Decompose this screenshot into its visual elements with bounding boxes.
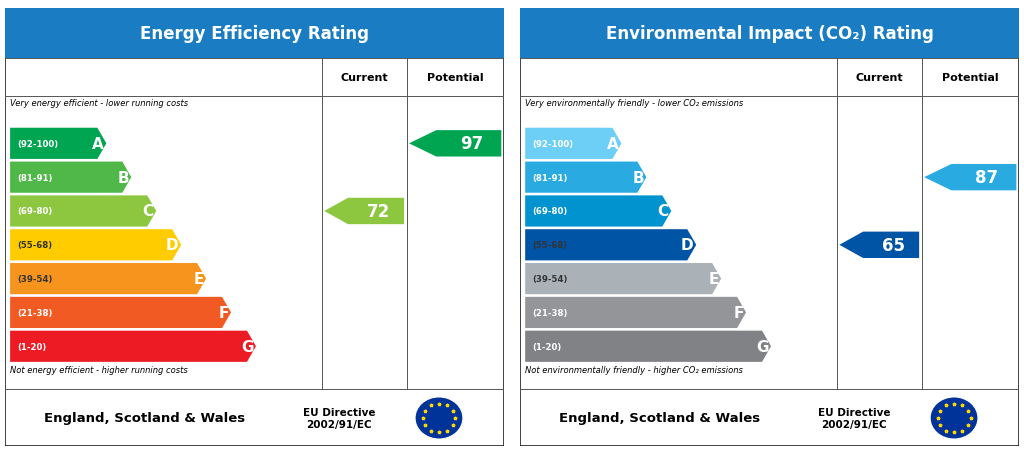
Text: Not environmentally friendly - higher CO₂ emissions: Not environmentally friendly - higher CO… [525,366,743,374]
Text: (55-68): (55-68) [532,241,567,250]
Polygon shape [409,131,502,157]
Text: 97: 97 [460,135,483,153]
Text: England, Scotland & Wales: England, Scotland & Wales [44,412,246,424]
Text: (81-91): (81-91) [532,173,568,182]
Polygon shape [525,129,622,160]
Polygon shape [325,198,404,225]
Polygon shape [10,196,157,227]
Text: Environmental Impact (CO₂) Rating: Environmental Impact (CO₂) Rating [605,25,934,43]
Text: B: B [117,170,129,185]
Text: G: G [241,339,254,354]
Bar [520,9,1019,60]
Polygon shape [10,297,231,328]
Text: EU Directive
2002/91/EC: EU Directive 2002/91/EC [818,407,891,429]
Text: Very energy efficient - lower running costs: Very energy efficient - lower running co… [10,99,188,108]
Polygon shape [525,196,672,227]
Text: G: G [756,339,769,354]
Text: (81-91): (81-91) [17,173,53,182]
Text: C: C [657,204,669,219]
Text: (1-20): (1-20) [532,342,562,351]
Text: B: B [632,170,644,185]
Text: (92-100): (92-100) [17,139,58,148]
Text: (21-38): (21-38) [17,308,53,317]
Text: 72: 72 [367,202,390,221]
Text: (39-54): (39-54) [532,275,568,284]
Text: Current: Current [855,73,903,83]
Text: D: D [681,238,693,253]
Text: (21-38): (21-38) [532,308,568,317]
Text: D: D [166,238,178,253]
Polygon shape [525,331,771,362]
Text: (69-80): (69-80) [17,207,53,216]
Text: Energy Efficiency Rating: Energy Efficiency Rating [140,25,369,43]
Circle shape [415,397,463,439]
Text: A: A [92,137,103,152]
Polygon shape [10,230,181,261]
Polygon shape [525,230,696,261]
Polygon shape [10,129,106,160]
Bar [5,9,504,60]
Text: 87: 87 [975,169,998,187]
Polygon shape [525,263,721,295]
Text: (92-100): (92-100) [532,139,573,148]
Text: (55-68): (55-68) [17,241,52,250]
Text: F: F [218,305,228,320]
Text: F: F [733,305,743,320]
Polygon shape [10,263,206,295]
Text: Current: Current [340,73,388,83]
Text: E: E [709,272,719,286]
Text: C: C [142,204,154,219]
Text: (69-80): (69-80) [532,207,568,216]
Text: (1-20): (1-20) [17,342,47,351]
Text: (39-54): (39-54) [17,275,53,284]
Text: E: E [194,272,204,286]
Text: Potential: Potential [427,73,483,83]
Text: England, Scotland & Wales: England, Scotland & Wales [559,412,761,424]
Text: Not energy efficient - higher running costs: Not energy efficient - higher running co… [10,366,187,374]
Polygon shape [10,331,256,362]
Polygon shape [10,162,131,193]
Circle shape [930,397,978,439]
Text: Very environmentally friendly - lower CO₂ emissions: Very environmentally friendly - lower CO… [525,99,743,108]
Text: A: A [607,137,618,152]
Polygon shape [525,162,646,193]
Text: 65: 65 [882,236,905,254]
Text: Potential: Potential [942,73,998,83]
Text: EU Directive
2002/91/EC: EU Directive 2002/91/EC [303,407,376,429]
Polygon shape [840,232,920,258]
Polygon shape [525,297,746,328]
Polygon shape [924,165,1017,191]
